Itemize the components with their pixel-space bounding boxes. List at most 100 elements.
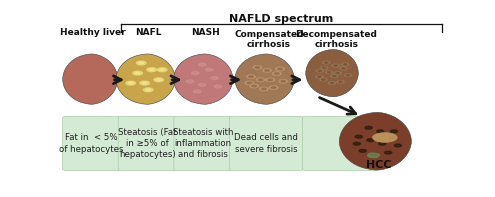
Circle shape xyxy=(146,89,150,91)
Text: NAFLD spectrum: NAFLD spectrum xyxy=(229,14,334,24)
Circle shape xyxy=(334,72,341,74)
Polygon shape xyxy=(306,49,358,97)
Circle shape xyxy=(342,68,345,69)
Circle shape xyxy=(318,76,321,77)
Circle shape xyxy=(248,76,253,78)
Circle shape xyxy=(128,82,133,84)
Circle shape xyxy=(268,79,273,81)
Circle shape xyxy=(379,142,386,145)
Polygon shape xyxy=(116,54,175,104)
Circle shape xyxy=(192,72,199,74)
Circle shape xyxy=(156,79,161,81)
Circle shape xyxy=(272,72,281,75)
Circle shape xyxy=(325,62,328,63)
Circle shape xyxy=(353,142,360,145)
Circle shape xyxy=(245,81,254,85)
Circle shape xyxy=(336,72,340,74)
Text: HCC: HCC xyxy=(366,161,391,170)
Circle shape xyxy=(373,133,397,142)
Circle shape xyxy=(328,82,336,85)
Circle shape xyxy=(252,85,256,87)
Circle shape xyxy=(144,88,153,92)
Circle shape xyxy=(281,80,286,82)
FancyBboxPatch shape xyxy=(63,116,121,170)
Circle shape xyxy=(331,75,338,77)
Circle shape xyxy=(368,153,379,158)
Text: Fat in  < 5%
of hepatocytes: Fat in < 5% of hepatocytes xyxy=(59,133,124,153)
Circle shape xyxy=(266,78,275,82)
Circle shape xyxy=(147,68,156,72)
Circle shape xyxy=(140,81,149,85)
Polygon shape xyxy=(339,112,411,170)
Circle shape xyxy=(154,78,163,82)
Circle shape xyxy=(211,77,218,80)
Circle shape xyxy=(255,66,260,68)
Circle shape xyxy=(265,70,269,72)
Text: Steatosis (Fat
in ≥5% of
hepatocytes): Steatosis (Fat in ≥5% of hepatocytes) xyxy=(118,128,177,159)
Circle shape xyxy=(205,68,213,71)
Circle shape xyxy=(377,130,384,133)
Circle shape xyxy=(340,67,347,70)
Circle shape xyxy=(316,75,323,78)
Circle shape xyxy=(214,85,222,88)
Circle shape xyxy=(333,75,336,77)
Circle shape xyxy=(139,62,144,64)
Circle shape xyxy=(198,83,206,86)
Circle shape xyxy=(326,71,333,74)
Circle shape xyxy=(322,67,326,69)
Text: Steatosis with
inflammation
and fibrosis: Steatosis with inflammation and fibrosis xyxy=(173,128,233,159)
Circle shape xyxy=(126,81,136,85)
Circle shape xyxy=(323,61,330,64)
Circle shape xyxy=(334,65,338,66)
Polygon shape xyxy=(235,54,295,104)
Circle shape xyxy=(345,74,351,77)
Circle shape xyxy=(279,80,288,83)
Circle shape xyxy=(258,79,263,81)
Circle shape xyxy=(337,80,344,83)
Circle shape xyxy=(321,66,328,69)
Circle shape xyxy=(318,70,322,72)
Circle shape xyxy=(276,67,284,71)
Circle shape xyxy=(137,61,146,65)
Circle shape xyxy=(149,69,154,71)
Circle shape xyxy=(269,86,278,89)
Circle shape xyxy=(365,126,372,129)
Text: Healthy liver: Healthy liver xyxy=(60,28,125,37)
FancyBboxPatch shape xyxy=(174,116,232,170)
Circle shape xyxy=(346,74,350,76)
Circle shape xyxy=(339,81,343,83)
Circle shape xyxy=(193,90,201,93)
Circle shape xyxy=(186,80,194,83)
Circle shape xyxy=(135,72,140,74)
Circle shape xyxy=(330,82,334,84)
Circle shape xyxy=(263,69,271,72)
Circle shape xyxy=(371,153,378,156)
Circle shape xyxy=(322,79,325,80)
FancyBboxPatch shape xyxy=(118,116,176,170)
Circle shape xyxy=(274,73,279,74)
Circle shape xyxy=(278,68,282,70)
Text: Compensated
cirrhosis: Compensated cirrhosis xyxy=(234,30,304,49)
Circle shape xyxy=(316,69,324,72)
Circle shape xyxy=(256,78,265,82)
Circle shape xyxy=(247,75,255,78)
Polygon shape xyxy=(174,54,233,104)
Circle shape xyxy=(344,64,347,65)
Circle shape xyxy=(327,72,331,73)
Circle shape xyxy=(385,151,392,154)
Circle shape xyxy=(271,86,276,88)
FancyBboxPatch shape xyxy=(230,116,303,170)
Circle shape xyxy=(198,63,206,66)
Circle shape xyxy=(259,87,268,91)
Circle shape xyxy=(355,135,362,138)
Circle shape xyxy=(160,69,164,71)
Circle shape xyxy=(253,66,262,69)
Circle shape xyxy=(391,130,397,133)
Circle shape xyxy=(395,144,401,147)
Circle shape xyxy=(133,71,143,75)
Circle shape xyxy=(359,149,366,152)
Text: NASH: NASH xyxy=(192,28,220,37)
Circle shape xyxy=(342,63,348,66)
FancyBboxPatch shape xyxy=(302,116,378,170)
Polygon shape xyxy=(63,54,118,104)
